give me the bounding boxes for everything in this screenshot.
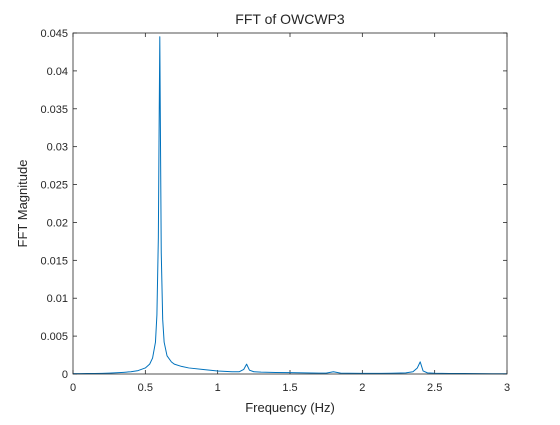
x-tick-label: 0.5 <box>138 382 153 394</box>
y-tick-label: 0.03 <box>47 142 68 154</box>
fft-magnitude-line <box>73 36 508 375</box>
x-tick-label: 1.5 <box>282 382 297 394</box>
tick-labels-layer: 0 0.5 1 1.5 2 2.5 3 0 0.005 0.01 0.015 0.02 0.025 0.0… <box>40 28 510 394</box>
ticks-layer <box>72 32 508 375</box>
x-tick-label: 3 <box>504 382 510 394</box>
x-tick-label: 1 <box>215 382 221 394</box>
y-tick-label: 0.04 <box>47 66 68 78</box>
y-tick-label: 0.025 <box>40 180 68 192</box>
y-tick-label: 0.005 <box>40 331 68 343</box>
y-axis-label: FFT Magnitude <box>15 160 30 248</box>
y-tick-label: 0.045 <box>40 28 68 40</box>
y-tick-label: 0.035 <box>40 104 68 116</box>
y-tick-label: 0.02 <box>47 217 68 229</box>
y-tick-label: 0.015 <box>40 255 68 267</box>
chart-title: FFT of OWCWP3 <box>235 11 345 27</box>
x-axis-label: Frequency (Hz) <box>245 400 335 415</box>
y-tick-label: 0.01 <box>47 293 68 305</box>
x-tick-label: 2.5 <box>427 382 442 394</box>
x-tick-label: 2 <box>359 382 365 394</box>
plot-area-box <box>72 32 508 375</box>
x-tick-label: 0 <box>70 382 76 394</box>
y-tick-label: 0 <box>62 369 68 381</box>
